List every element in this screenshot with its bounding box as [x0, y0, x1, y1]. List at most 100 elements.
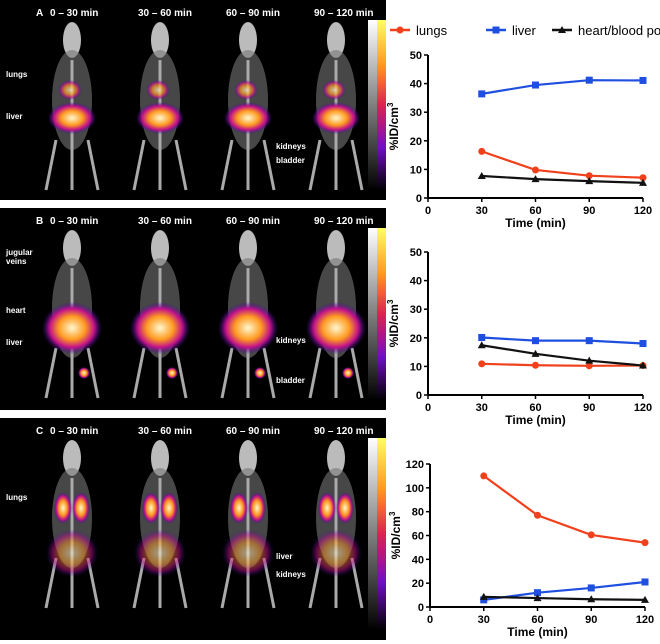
- x-tick-label: 120: [634, 205, 652, 217]
- mouse-image: [132, 22, 188, 191]
- mouse-image: [218, 230, 278, 399]
- y-tick-label: 30: [410, 304, 422, 316]
- time-label: 30 – 60 min: [138, 426, 192, 437]
- time-label: 60 – 90 min: [226, 8, 280, 19]
- data-point: [478, 90, 486, 98]
- mouse-image: [44, 22, 100, 191]
- data-point: [534, 511, 541, 519]
- legend: lungs liver heart/blood pool: [390, 23, 660, 38]
- x-tick-label: 60: [531, 614, 543, 626]
- legend-marker: [396, 26, 404, 34]
- data-point: [587, 584, 595, 592]
- x-tick-label: 30: [476, 205, 488, 217]
- organ-label: jugular veins: [6, 248, 33, 266]
- x-tick-label: 90: [583, 402, 595, 414]
- series-heart-blood-pool: [477, 171, 647, 186]
- y-tick-label: 50: [410, 50, 422, 62]
- x-tick-label: 30: [476, 402, 488, 414]
- mouse-image: [220, 440, 276, 609]
- x-tick-label: 120: [636, 614, 654, 626]
- mouse-image: [306, 230, 366, 399]
- mouse-image: [42, 230, 102, 399]
- y-tick-label: 10: [410, 164, 422, 176]
- time-label: 0 – 30 min: [50, 8, 99, 19]
- data-point: [531, 349, 540, 357]
- time-label: 90 – 120 min: [314, 216, 374, 227]
- time-label: 30 – 60 min: [138, 216, 192, 227]
- y-tick-label: 80: [412, 507, 424, 519]
- series-heart-blood-pool: [479, 592, 649, 603]
- y-tick-label: 20: [410, 333, 422, 345]
- y-tick-label: 0: [416, 193, 422, 205]
- data-point: [532, 81, 539, 89]
- data-point: [534, 589, 541, 597]
- series-line: [481, 362, 644, 367]
- x-tick-label: 120: [634, 402, 652, 414]
- y-tick-label: 40: [412, 554, 424, 566]
- legend-label: heart/blood pool: [578, 23, 660, 38]
- legend-marker: [558, 26, 566, 33]
- color-scale-bar: [368, 228, 386, 400]
- data-point: [532, 166, 539, 174]
- legend-marker: [492, 26, 500, 34]
- data-point: [639, 361, 647, 369]
- organ-label: bladder: [276, 376, 305, 385]
- y-tick-label: 100: [406, 483, 424, 495]
- y-tick-label: 40: [410, 79, 422, 91]
- data-point: [478, 360, 486, 368]
- organ-label: lungs: [6, 70, 28, 79]
- data-point: [641, 595, 649, 603]
- panel-letter: B: [36, 216, 44, 227]
- data-point: [639, 178, 647, 186]
- organ-label: heart: [6, 306, 26, 315]
- data-point: [585, 172, 593, 180]
- x-tick-label: 0: [425, 205, 431, 217]
- data-point: [639, 76, 647, 84]
- mouse-image: [220, 22, 276, 191]
- organ-label: liver: [6, 112, 23, 121]
- mouse-image: [44, 440, 100, 609]
- time-label: 60 – 90 min: [226, 216, 280, 227]
- organ-label: lungs: [6, 493, 28, 502]
- y-tick-label: 120: [406, 459, 424, 471]
- data-point: [531, 175, 540, 183]
- data-point: [532, 361, 539, 369]
- x-tick-label: 0: [425, 402, 431, 414]
- x-tick-label: 90: [585, 614, 597, 626]
- series-heart-blood-pool: [477, 341, 647, 369]
- mouse-image: [130, 230, 190, 399]
- panel-letter: C: [36, 426, 44, 437]
- legend-label: liver: [512, 23, 537, 38]
- x-axis-label: Time (min): [505, 216, 565, 230]
- y-tick-label: 40: [410, 276, 422, 288]
- data-point: [477, 341, 486, 349]
- time-label: 60 – 90 min: [226, 426, 280, 437]
- panel-c: C 0 – 30 min 30 – 60 min 60 – 90 min 90 – 12…: [0, 418, 386, 640]
- series-lungs: [478, 360, 647, 370]
- panel-letter: A: [36, 8, 44, 19]
- panel-b: B 0 – 30 min 30 – 60 min 60 – 90 min 90 – 12…: [0, 208, 386, 410]
- organ-label: liver: [6, 338, 23, 347]
- organ-label: liver: [276, 552, 293, 561]
- data-point: [587, 531, 595, 539]
- y-tick-label: 60: [412, 531, 424, 543]
- data-point: [478, 334, 486, 342]
- series-lungs: [480, 472, 649, 547]
- data-point: [641, 578, 649, 586]
- organ-label: kidneys: [276, 142, 306, 151]
- chart-3: 0 20 40 60 80 100 120 0 30 60 90 120 Time (min) %ID/c…: [388, 459, 654, 639]
- data-point: [585, 356, 594, 364]
- y-tick-label: 20: [412, 578, 424, 590]
- data-point: [532, 337, 539, 345]
- y-tick-label: 10: [410, 361, 422, 373]
- time-label: 0 – 30 min: [50, 216, 99, 227]
- data-point: [480, 472, 488, 480]
- mouse-image: [308, 440, 364, 609]
- y-tick-label: 20: [410, 136, 422, 148]
- data-point: [479, 592, 488, 600]
- y-axis-label: %ID/cm3: [386, 299, 401, 347]
- series-lungs: [478, 147, 647, 182]
- series-line: [481, 336, 644, 345]
- organ-label: kidneys: [276, 336, 306, 345]
